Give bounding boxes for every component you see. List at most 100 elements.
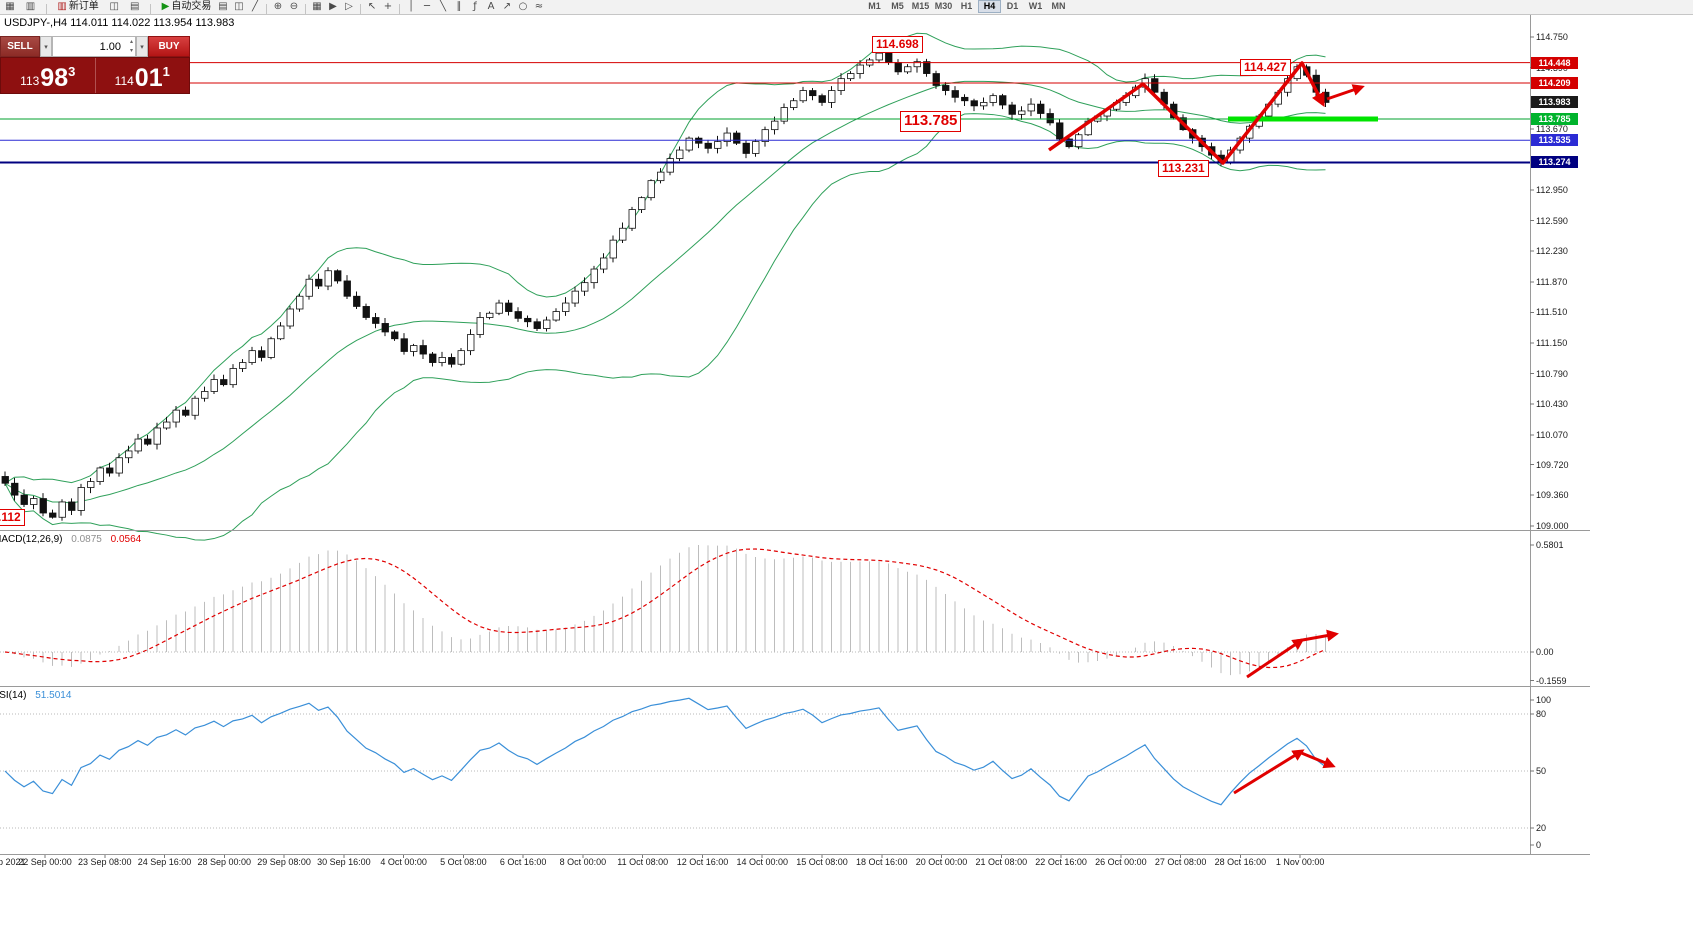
macd-axis-label: 0.00 [1536,647,1554,657]
price-badge: 113.785 [1531,113,1578,126]
price-callout[interactable]: 109.112 [0,509,25,526]
zoom-out-icon[interactable]: ⊖ [289,1,299,12]
macd-up-arrow[interactable] [1246,638,1305,679]
new-order-button[interactable]: ▥ 新订单 [54,0,101,13]
price-callout[interactable]: 113.231 [1158,160,1209,177]
one-click-trading-panel: SELL ▾ ▴ ▾ ▾ BUY 113 98 3 114 01 1 [0,36,190,94]
sell-dropdown-button[interactable]: ▾ [40,36,52,57]
macd-axis-label: 0.5801 [1536,540,1564,551]
timeframe-h4[interactable]: H4 [978,0,1001,13]
time-axis-label: 6 Oct 16:00 [499,857,547,867]
toolbar: ▦ ▥ ▥ 新订单 ◫ ▤ ▶ 自动交易 ▤ ◫ ╱ ⊕ ⊖ ▦ ▶ ▷ ↖ + │ ─ ╲ ∥ ƒ A ↗ ○ ≈ M… [0,0,1693,15]
price-badge: 113.983 [1531,96,1578,109]
timeframe-group: M1 M5 M15 M30 H1 H4 D1 W1 MN [863,0,1070,13]
auto-trading-label: 自动交易 [171,1,212,12]
price-tick-label: 110.430 [1536,399,1568,410]
price-badge: 114.448 [1531,56,1578,69]
timeframe-mn[interactable]: MN [1051,1,1066,11]
fibonacci-icon[interactable]: ƒ [473,1,477,12]
sell-button[interactable]: SELL [0,36,40,57]
trendline-icon[interactable]: ╲ [439,1,447,12]
bar-chart-icon[interactable]: ▤ [218,1,228,12]
price-tick-label: 111.870 [1536,276,1568,287]
bid-prefix: 113 [20,74,40,88]
price-badge: 114.209 [1531,76,1578,89]
macd-flat-arrow[interactable] [1296,629,1339,643]
volume-increase-button[interactable]: ▴ [129,39,133,45]
price-tick-label: 109.000 [1536,520,1569,531]
time-axis-label: 28 Sep 00:00 [197,857,252,867]
timeframe-m1[interactable]: M1 [868,1,881,11]
line-chart-icon[interactable]: ╱ [251,1,259,12]
price-callout[interactable]: 113.785 [900,111,962,132]
timeframe-m30[interactable]: M30 [934,1,953,11]
rsi-axis-label: 0 [1536,840,1542,850]
timeframe-d1[interactable]: D1 [1006,1,1019,11]
volume-decrease-button[interactable]: ▾ [129,48,133,54]
price-tick-label: 109.360 [1536,490,1569,501]
macd-signal-line [4,548,1326,669]
time-axis-label: 27 Oct 08:00 [1154,857,1207,867]
new-chart-icon[interactable]: ▦ [5,1,15,12]
windows-icon[interactable]: ▤ [129,1,140,12]
rsi-down-arrow[interactable] [1298,750,1336,769]
tile-windows-icon[interactable]: ▦ [312,1,322,12]
panel-frames [0,14,1590,858]
price-tick-label: 111.150 [1536,338,1568,348]
play-icon: ▶ [161,1,170,12]
auto-trading-button[interactable]: ▶ 自动交易 [159,0,215,13]
timeframe-m5[interactable]: M5 [891,1,904,11]
toolbar-separator [150,3,152,14]
vertical-line-icon[interactable]: │ [407,1,415,12]
ask-price-panel[interactable]: 114 01 1 [96,58,190,93]
bollinger-bands [4,32,1326,541]
rsi-up-arrow[interactable] [1233,749,1305,795]
macd-signal-value: 0.0564 [110,534,142,545]
time-axis-label: 20 Oct 00:00 [915,857,968,867]
rsi-axis-label: 80 [1536,709,1547,719]
auto-scroll-icon[interactable]: ▶ [329,1,337,12]
rsi-axis-label: 50 [1536,766,1547,776]
horizontal-line-icon[interactable]: ─ [423,1,431,12]
shapes-icon[interactable]: ○ [518,1,528,12]
main-zigzag-arrow[interactable] [1047,61,1325,165]
price-tick-label: 114.750 [1536,32,1568,42]
buy-dropdown-button[interactable]: ▾ [136,36,148,57]
time-axis-label: 15 Oct 08:00 [796,857,848,867]
time-axis-label: 22 Sep 00:00 [18,857,72,867]
layouts-icon[interactable]: ◫ [109,1,119,12]
text-label-icon[interactable]: A [487,1,495,12]
time-axis-label: 18 Oct 16:00 [855,857,908,867]
candlestick-chart-icon[interactable]: ◫ [234,1,244,12]
toolbar-separator [360,3,361,14]
timeframe-w1[interactable]: W1 [1028,1,1043,11]
crosshair-icon[interactable]: + [383,1,393,12]
zoom-in-icon[interactable]: ⊕ [273,1,283,12]
rsi-axis-label: 20 [1536,823,1547,833]
timeframe-h1[interactable]: H1 [960,1,973,11]
main-forecast-arrow[interactable] [1326,84,1365,101]
price-tick-label: 110.790 [1536,368,1568,379]
trend-arrows[interactable] [1047,61,1365,795]
price-callout[interactable]: 114.427 [1240,59,1291,76]
macd-label: MACD(12,26,9) 0.0875 0.0564 [0,534,141,545]
equidistant-channel-icon[interactable]: ∥ [456,1,462,12]
buy-button[interactable]: BUY [148,36,190,57]
indicators-icon[interactable]: ≈ [534,1,544,12]
chart-shift-icon[interactable]: ▷ [345,1,353,12]
volume-input[interactable] [53,37,135,57]
bid-pipette: 3 [68,64,76,79]
new-order-label: 新订单 [68,1,99,12]
price-callout[interactable]: 114.698 [872,36,923,53]
new-order-icon: ▥ [57,1,67,12]
cursor-icon[interactable]: ↖ [367,1,377,12]
price-tick-label: 111.510 [1536,307,1568,318]
timeframe-m15[interactable]: M15 [911,1,930,11]
profiles-icon[interactable]: ▥ [25,1,36,12]
price-tick-label: 112.230 [1536,246,1568,257]
time-axis-label: 22 Oct 16:00 [1035,857,1087,867]
bid-price-panel[interactable]: 113 98 3 [1,58,96,93]
arrow-object-icon[interactable]: ↗ [502,1,512,12]
